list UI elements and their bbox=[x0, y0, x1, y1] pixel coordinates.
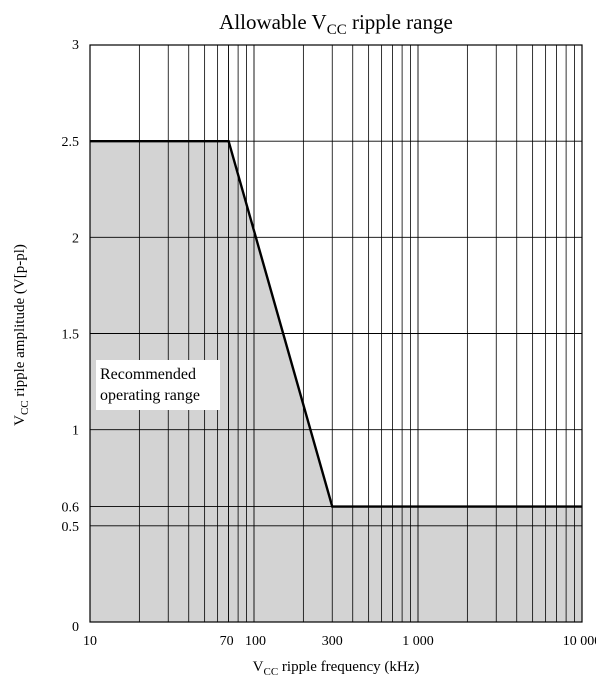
region-label-text: operating range bbox=[100, 387, 200, 404]
y-tick-label: 0.6 bbox=[62, 501, 80, 516]
y-tick-label: 3 bbox=[72, 38, 79, 53]
x-tick-label: 300 bbox=[322, 634, 343, 649]
x-tick-label: 100 bbox=[245, 634, 266, 649]
x-tick-label: 70 bbox=[220, 634, 234, 649]
y-tick-label: 1.5 bbox=[62, 328, 80, 343]
region-label-text: Recommended bbox=[100, 366, 196, 383]
x-tick-label: 10 bbox=[83, 634, 97, 649]
x-axis-label: VCC ripple frequency (kHz) bbox=[253, 659, 420, 678]
chart-title: Allowable VCC ripple range bbox=[219, 10, 453, 38]
x-tick-label: 10 000 bbox=[563, 634, 596, 649]
y-tick-label: 2.5 bbox=[62, 135, 80, 150]
y-tick-label: 0.5 bbox=[62, 520, 80, 535]
x-tick-label: 1 000 bbox=[402, 634, 434, 649]
annotation: Recommended operating range bbox=[96, 360, 220, 410]
y-axis-label: VCC ripple amplitude (V[p-pl) bbox=[12, 244, 31, 426]
y-tick-label: 0 bbox=[72, 620, 79, 635]
y-tick-label: 2 bbox=[72, 231, 79, 246]
y-tick-label: 1 bbox=[72, 424, 79, 439]
